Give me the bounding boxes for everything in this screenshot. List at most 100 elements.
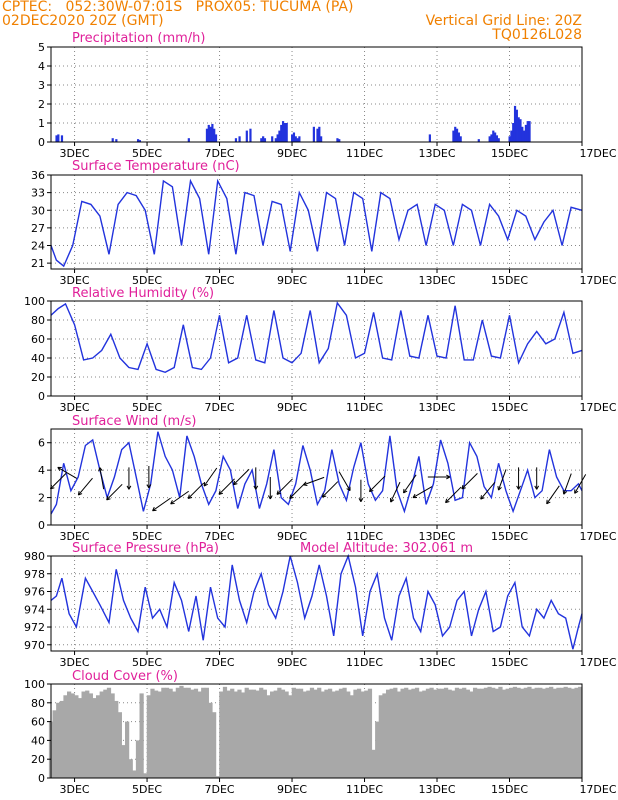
wind-vector-arrow — [368, 475, 386, 493]
precipitation-bar — [455, 128, 459, 142]
precipitation-bar — [459, 136, 462, 142]
precipitation-bar — [298, 136, 301, 142]
cloud-cover-bar — [480, 688, 485, 778]
cloud-cover-bar — [400, 688, 405, 778]
cloud-cover-bar — [356, 688, 362, 778]
wind-vector-arrow — [267, 476, 273, 500]
cloud-cover-bar — [411, 688, 416, 778]
cloud-cover-bar — [150, 688, 155, 778]
wind-xtick-label: 11DEC — [346, 530, 383, 543]
cloud-cover-bar — [349, 695, 354, 778]
cloud-cover-bar — [233, 691, 238, 778]
humidity-ytick-label: 80 — [31, 314, 45, 327]
wind-vector-arrow — [321, 481, 339, 498]
cloud-cover-bar — [125, 721, 130, 778]
cloud-cover-bar — [251, 689, 257, 778]
precipitation-bar — [213, 128, 216, 142]
wind-vector-arrow — [146, 466, 152, 489]
cloud-cover-bar — [563, 686, 568, 778]
cloud-cover-bar — [404, 687, 409, 778]
header-model-id: TQ0126L028 — [492, 27, 582, 43]
cloud-cover-bar — [114, 700, 119, 778]
cloud-cover-bar — [346, 691, 351, 778]
cloud-cover-bar — [175, 687, 180, 778]
wind-vector-arrow — [152, 497, 171, 512]
precipitation-bar — [276, 134, 279, 142]
precipitation-bar — [278, 130, 281, 142]
precipitation-bar — [274, 138, 277, 142]
cloud-cover-bar — [367, 688, 373, 778]
cloud-cover-bar — [389, 688, 394, 778]
temperature-xtick-label: 3DEC — [60, 274, 90, 287]
pressure-xtick-label: 15DEC — [491, 656, 528, 669]
cloud-cover-bar — [208, 702, 213, 778]
humidity-title: Relative Humidity (%) — [72, 286, 214, 301]
cloud-cover-bar — [63, 695, 68, 778]
cloud-cover-bar — [487, 686, 492, 778]
wind-xtick-label: 9DEC — [277, 530, 307, 543]
precipitation-xtick-label: 3DEC — [60, 147, 90, 160]
cloud-cover-ytick-label: 20 — [31, 753, 45, 766]
cloud-cover-bar — [164, 687, 170, 778]
pressure-xtick-label: 3DEC — [60, 656, 90, 669]
cloud-cover-bar — [204, 687, 209, 778]
pressure-subtitle: Model Altitude: 302.061 m — [300, 541, 473, 556]
wind-vector-arrow — [106, 483, 123, 501]
wind-vector-arrow — [126, 467, 132, 490]
precipitation-panel: 0 1 2 3 4 5 3DEC 5DEC 7DEC 9DEC 11DEC 13DEC 15DEC 17D… — [38, 31, 617, 160]
precipitation-bar — [316, 128, 319, 142]
wind-xtick-label: 13DEC — [418, 530, 455, 543]
precipitation-xtick-label: 7DEC — [204, 147, 234, 160]
cloud-cover-bar — [182, 687, 188, 778]
wind-vector-arrow — [49, 472, 67, 490]
temperature-xtick-label: 9DEC — [277, 274, 307, 287]
cloud-cover-bar — [161, 687, 166, 778]
precipitation-bar — [457, 132, 460, 142]
precipitation-bar — [138, 140, 142, 142]
wind-xtick-label: 7DEC — [204, 530, 234, 543]
header-vertical-grid-line: Vertical Grid Line: 20Z — [425, 13, 582, 29]
humidity-xtick-label: 11DEC — [346, 401, 383, 414]
precipitation-bar — [115, 139, 118, 142]
precipitation-bar — [312, 126, 315, 142]
wind-vector-arrow — [574, 474, 587, 494]
cloud-cover-bar — [458, 688, 463, 778]
pressure-xtick-label: 5DEC — [132, 656, 162, 669]
wind-vector-arrow — [303, 476, 325, 486]
cloud-cover-bar — [454, 687, 460, 778]
wind-vector-arrow — [358, 479, 364, 502]
precipitation-bar — [60, 135, 64, 142]
cloud-cover-bar — [324, 689, 329, 778]
cloud-cover-bar — [559, 687, 565, 778]
precipitation-bar — [508, 136, 511, 142]
cloud-cover-bar — [143, 773, 148, 778]
cloud-cover-bar — [396, 691, 402, 778]
temperature-xtick-label: 5DEC — [132, 274, 162, 287]
cloud-cover-bar — [103, 689, 108, 778]
precipitation-bar — [521, 126, 524, 142]
cloud-cover-xtick-label: 13DEC — [418, 783, 455, 796]
wind-panel: 0 2 4 6 3DEC 5DEC 7DEC 9DEC 11DEC 13DEC 15DEC 17DEC… — [38, 414, 617, 543]
cloud-cover-bar — [295, 688, 300, 778]
precipitation-ytick-label: 2 — [38, 98, 45, 111]
precipitation-bar — [519, 119, 522, 142]
cloud-cover-bar — [541, 688, 547, 778]
precipitation-bar — [55, 135, 58, 142]
cloud-cover-bar — [385, 689, 391, 778]
wind-vector-arrow — [338, 471, 351, 492]
cloud-cover-bar — [67, 691, 72, 778]
cloud-cover-bar — [414, 687, 420, 778]
pressure-frame — [50, 555, 583, 652]
cloud-cover-bar — [335, 690, 340, 778]
wind-vector-arrow — [497, 469, 507, 491]
cloud-cover-bar — [527, 686, 532, 778]
cloud-cover-bar — [99, 691, 104, 778]
cloud-cover-bar — [291, 687, 296, 778]
cloud-cover-bar — [244, 687, 249, 778]
precipitation-bar — [207, 124, 210, 142]
wind-vector-arrow — [187, 482, 205, 499]
cloud-cover-xtick-label: 7DEC — [204, 783, 234, 796]
cloud-cover-bar — [556, 687, 561, 778]
wind-ytick-label: 2 — [38, 492, 45, 505]
precipitation-bar — [209, 126, 212, 142]
